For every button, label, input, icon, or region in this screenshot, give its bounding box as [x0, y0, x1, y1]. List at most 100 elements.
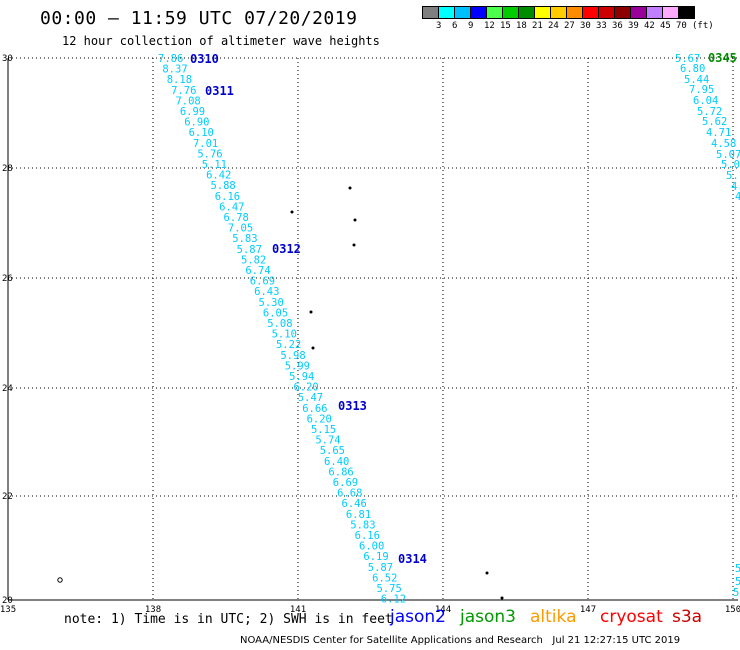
pass-time-label: 0314: [398, 552, 427, 566]
wave-height-value: 5.67: [675, 53, 700, 65]
wave-height-value: 5.76: [197, 148, 222, 160]
wave-height-value: 5.15: [311, 424, 336, 436]
wave-height-value: 6.04: [693, 95, 718, 107]
wave-height-value: 6.90: [184, 117, 209, 129]
wave-height-value: 6.20: [293, 382, 318, 394]
legend-label: 42: [644, 21, 655, 31]
legend-label: 45: [660, 21, 671, 31]
wave-height-value: 6.19: [363, 551, 388, 563]
wave-height-value: 5.08: [267, 318, 292, 330]
wave-height-value: 5.83: [350, 519, 375, 531]
wave-height-value: 8.37: [162, 64, 187, 76]
wave-height-value: 5.10: [272, 329, 297, 341]
wave-height-value: 6.66: [302, 403, 327, 415]
longitude-label: 138: [145, 605, 161, 615]
legend-jason3: jason3: [460, 607, 516, 627]
island-marker: [353, 218, 357, 222]
wave-height-value: 7.76: [171, 85, 196, 97]
wave-height-value: 5.82: [241, 254, 266, 266]
wave-height-value: 7.08: [175, 95, 200, 107]
wave-height-value: 6.99: [180, 106, 205, 118]
legend-cryosat: cryosat: [600, 607, 663, 627]
legend-label: 33: [596, 21, 607, 31]
wave-height-value: 5.65: [320, 445, 345, 457]
pass-time-label: 0311: [205, 84, 234, 98]
wave-height-value: 6.81: [346, 509, 371, 521]
wave-height-value: 5.47: [298, 392, 323, 404]
wave-height-value: 5.94: [289, 371, 314, 383]
wave-height-value: 6.05: [263, 307, 288, 319]
footer-note: note: 1) Time is in UTC; 2) SWH is in fe…: [64, 612, 393, 627]
longitude-label: 144: [435, 605, 451, 615]
wave-height-value: 6.40: [324, 456, 349, 468]
pass-time-label: 0310: [190, 52, 219, 66]
wave-height-value: 7.01: [193, 138, 218, 150]
pass-time-label: 0312: [272, 242, 301, 256]
longitude-label: 135: [0, 605, 16, 615]
pass-time-label: 0345: [708, 51, 737, 65]
wave-height-value: 7.86: [158, 53, 183, 65]
map-title: 00:00 – 11:59 UTC 07/20/2019: [40, 8, 358, 29]
pass-time-label: 0313: [338, 399, 367, 413]
legend-label: 12: [484, 21, 495, 31]
island-marker: [500, 596, 504, 600]
wave-height-value: 4.71: [706, 127, 731, 139]
wave-height-value: 6.69: [333, 477, 358, 489]
legend-label: 18: [516, 21, 527, 31]
wave-height-value: 6.00: [359, 541, 384, 553]
wave-height-value: 6.10: [189, 127, 214, 139]
latitude-label: 22: [2, 492, 13, 502]
wave-height-value: 5.87: [237, 244, 262, 256]
legend-label: 27: [564, 21, 575, 31]
wave-height-value: 5.62: [702, 116, 727, 128]
wave-height-value: 7.05: [228, 223, 253, 235]
wave-height-value: 6.42: [206, 170, 231, 182]
legend-label: 21: [532, 21, 543, 31]
timestamp: Jul 21 12:27:15 UTC 2019: [552, 635, 681, 646]
legend-label: 9: [468, 21, 474, 31]
wave-height-value: 5.75: [377, 583, 402, 595]
legend-label: 30: [580, 21, 591, 31]
legend-label: 3: [436, 21, 442, 31]
wave-height-value: 7.95: [689, 84, 714, 96]
latitude-label: 30: [2, 54, 13, 64]
wave-height-value: 6.16: [215, 191, 240, 203]
island-marker: [309, 310, 313, 314]
wave-height-value: 5.87: [368, 562, 393, 574]
wave-height-value: 6.20: [307, 413, 332, 425]
island-marker: [311, 346, 315, 350]
legend-s3a: s3a: [672, 607, 703, 627]
longitude-label: 150: [725, 605, 740, 615]
wave-height-value: 5.: [733, 587, 740, 599]
wave-height-value: 5: [735, 576, 740, 588]
map-subtitle: 12 hour collection of altimeter wave hei…: [62, 34, 380, 48]
wave-height-value: 5.22: [276, 339, 301, 351]
wave-height-value: 4.: [731, 181, 740, 193]
wave-height-value: 6.74: [245, 265, 270, 277]
wave-height-value: 5.44: [684, 74, 709, 86]
legend-label: 70: [676, 21, 687, 31]
wave-height-value: 5.88: [210, 180, 235, 192]
wave-height-value: 6.80: [680, 63, 705, 75]
wave-height-value: 5: [735, 563, 740, 575]
wave-height-value: 5.72: [697, 106, 722, 118]
wave-height-value: 5.1: [726, 170, 740, 182]
wave-height-value: 5.11: [202, 159, 227, 171]
wave-height-value: 6.52: [372, 572, 397, 584]
island-marker: [485, 571, 489, 575]
island-marker: [57, 577, 63, 583]
latitude-label: 20: [2, 596, 13, 606]
credit-line: NOAA/NESDIS Center for Satellite Applica…: [240, 635, 680, 646]
longitude-label: 141: [290, 605, 306, 615]
legend-label: 6: [452, 21, 458, 31]
wave-height-value: 8.18: [167, 74, 192, 86]
legend-label: 24: [548, 21, 559, 31]
legend-label: (ft): [692, 21, 714, 31]
wave-height-value: 6.69: [250, 276, 275, 288]
legend-label: 36: [612, 21, 623, 31]
wave-height-value: 6.78: [224, 212, 249, 224]
wave-height-value: 5.83: [232, 233, 257, 245]
wave-height-value: 6.16: [355, 530, 380, 542]
wave-height-value: 6.43: [254, 286, 279, 298]
